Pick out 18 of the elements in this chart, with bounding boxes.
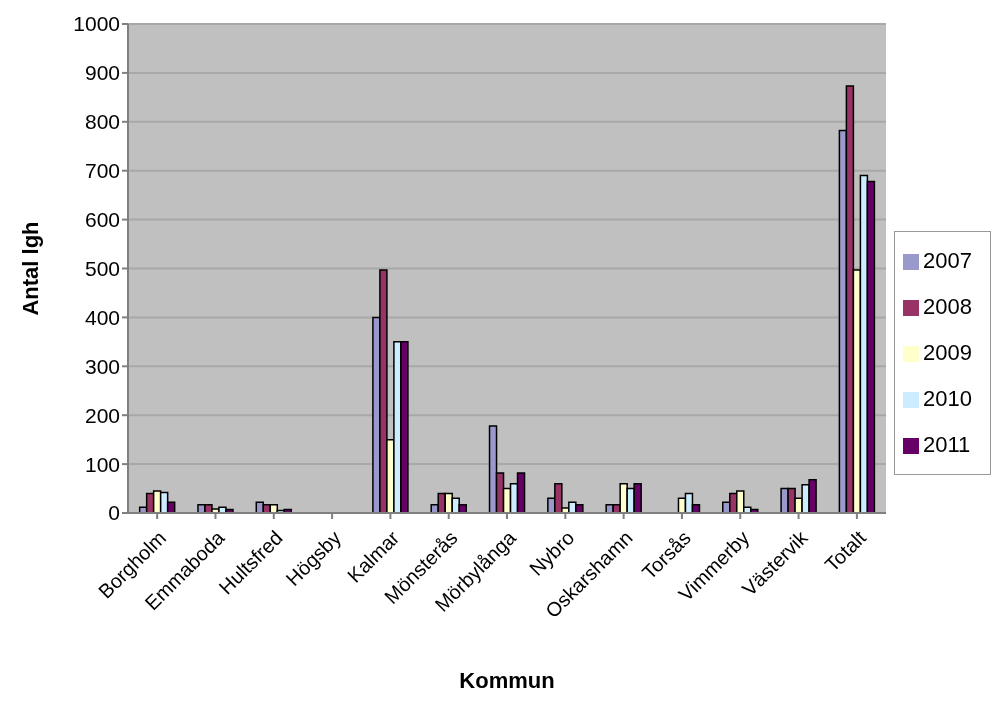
y-tick-label: 600 — [84, 208, 120, 232]
y-tick-label: 700 — [84, 159, 120, 183]
y-tick-label: 800 — [84, 110, 120, 134]
x-axis-title: Kommun — [459, 668, 555, 693]
legend-label: 2011 — [923, 432, 971, 457]
y-axis-title: Antal lgh — [17, 221, 43, 316]
y-tick-label: 400 — [84, 305, 120, 329]
y-tick-label: 500 — [84, 256, 120, 280]
y-tick-label: 1000 — [73, 12, 120, 36]
y-tick-label: 0 — [108, 501, 120, 525]
legend-label: 2008 — [923, 294, 972, 319]
y-tick-label: 200 — [84, 403, 120, 427]
y-tick-label: 300 — [84, 354, 120, 378]
legend-label: 2009 — [923, 340, 972, 365]
y-tick-label: 900 — [84, 61, 120, 85]
legend-label: 2007 — [923, 248, 972, 273]
legend-label: 2010 — [923, 386, 972, 411]
y-tick-label: 100 — [84, 452, 120, 476]
